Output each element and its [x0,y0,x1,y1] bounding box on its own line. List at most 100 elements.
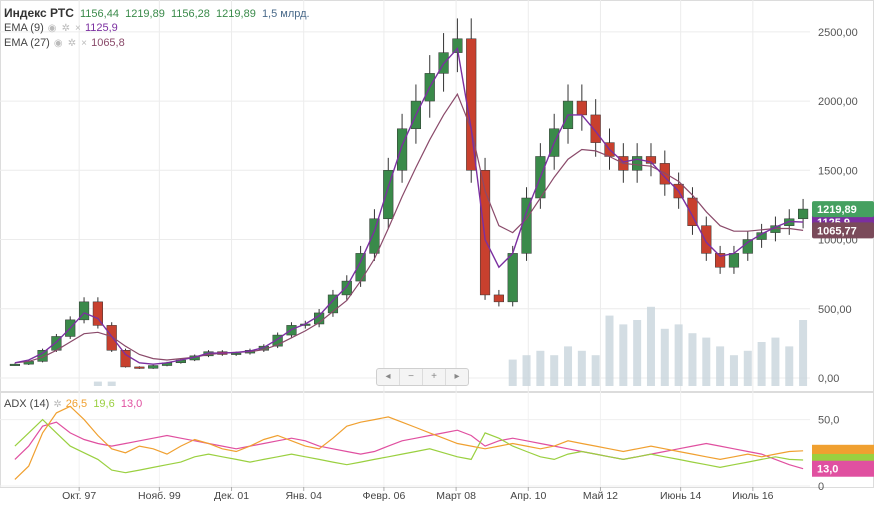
candle-body [797,208,809,220]
candle-body [701,225,712,254]
candle-body [78,301,90,321]
adx-tag-minus-di-bg [812,460,874,477]
volume-bar [785,346,794,386]
volume-bar [93,381,102,386]
volume-bar [577,350,586,386]
candle-body [521,197,532,254]
scroll-left-button[interactable]: ◂ [377,369,400,385]
time-tick-label: Май 12 [583,490,618,502]
ema27-line [14,92,804,364]
volume-bar [564,346,573,386]
gear-icon[interactable]: ✲ [67,38,77,49]
volume-bar [799,320,808,386]
time-tick-label: Июнь 14 [660,490,701,502]
candle-body [493,294,504,303]
candle-body [576,100,587,116]
adx-line [14,405,804,480]
price-tag-close-bg [812,201,874,218]
adx-tick-label: 0 [818,481,824,493]
candle-body [327,294,339,314]
ema9-label: EMA (9) [4,22,44,34]
price-tag-ema27: 1065,77 [817,225,857,237]
candle-body [452,38,463,53]
volume-bar [646,306,655,386]
title-row: Индекс РТС 1156,44 1219,89 1156,28 1219,… [4,6,310,21]
plus-di-line [14,418,804,474]
candle-body [728,253,740,268]
volume-bar [107,381,116,386]
candle-body [645,156,657,164]
volume-bar [771,337,780,386]
gear-icon[interactable]: ✲ [61,23,70,34]
adx-value: 26,5 [65,398,88,410]
price-tag-close: 1219,89 [817,204,857,216]
candle-body [272,334,283,347]
adx-legend: ADX (14) ✲ 26,5 19,6 13,0 [4,397,142,412]
price-tick-label: 2000,00 [818,96,858,108]
candle-body [715,253,726,268]
volume-bar [605,315,614,386]
volume-bar [536,350,545,386]
zoom-out-button[interactable]: − [400,369,423,385]
candle-body [134,366,145,369]
candle-body [756,232,767,240]
time-tick-label: Янв. 04 [285,490,322,502]
time-tick-label: Июль 16 [732,490,774,502]
volume-bar [633,320,642,386]
volume-bar [674,324,683,386]
plus-di-value: 19,6 [93,398,115,410]
volume-bar [660,328,669,386]
adx-label: ADX (14) [4,398,50,410]
candle-body [341,280,352,296]
volume-bar [508,359,517,386]
high-value: 1219,89 [125,8,165,20]
volume-bar [688,333,697,386]
eye-icon[interactable]: ◉ [53,38,63,49]
chart-title: Индекс РТС [4,6,74,20]
minus-di-value: 13,0 [120,398,143,410]
candle-body [687,197,698,226]
time-tick-label: Февр. 06 [363,490,406,502]
candle-body [231,352,242,355]
volume-bar [702,337,711,386]
candle-body [396,128,408,171]
volume-bar [743,350,752,386]
price-tick-label: 500,00 [818,304,852,316]
close-value: 1219,89 [216,8,256,20]
gear-icon[interactable]: ✲ [53,399,62,410]
volume-bar [619,324,628,386]
candle-body [106,325,117,351]
volume-bar [591,355,600,386]
adx-tag-bg [812,444,874,457]
open-value: 1156,44 [80,8,119,20]
candle-body [120,350,131,368]
volume-bar [522,355,531,386]
candle-body [369,218,380,254]
price-tick-label: 1500,00 [818,165,858,177]
chart-navigator: ◂ − + ▸ [376,368,469,386]
volume-value: 1,5 млрд. [261,8,310,20]
zoom-in-button[interactable]: + [423,369,446,385]
candle-body [479,170,491,296]
close-icon[interactable]: × [75,23,81,34]
ema27-label: EMA (27) [4,37,50,49]
low-value: 1156,28 [170,8,210,20]
price-tick-label: 2500,00 [818,27,858,39]
main-pane-border [0,0,874,392]
minus-di-line [14,421,804,470]
adx-tick-label: 50,0 [818,415,839,427]
candle-body [383,170,394,220]
ema9-line [14,46,804,365]
scroll-right-button[interactable]: ▸ [454,371,460,382]
main-legend: Индекс РТС 1156,44 1219,89 1156,28 1219,… [4,6,310,51]
close-icon[interactable]: × [81,38,88,49]
eye-icon[interactable]: ◉ [47,23,57,34]
time-tick-label: Март 08 [436,490,476,502]
volume-bar [550,355,559,386]
candle-body [9,363,21,366]
ema27-row: EMA (27) ◉ ✲ × 1065,8 [4,36,310,51]
volume-bar [757,342,766,386]
candle-body [590,114,601,143]
